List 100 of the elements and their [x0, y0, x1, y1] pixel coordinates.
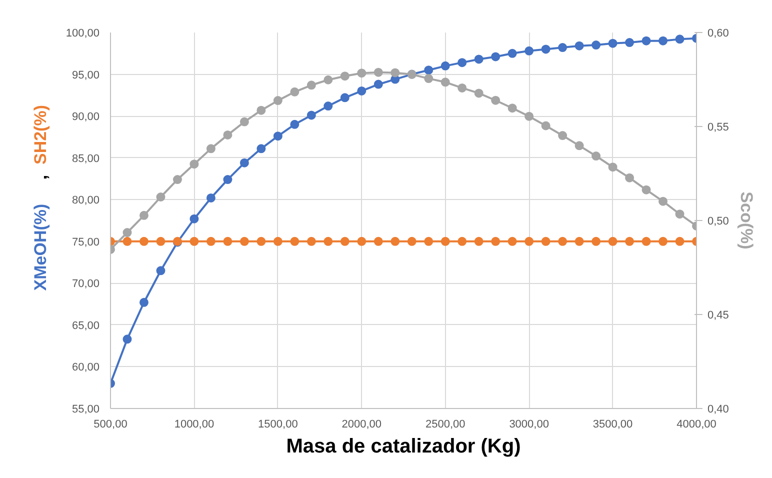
point: [223, 175, 232, 184]
point: [340, 72, 350, 81]
x-tick-label: 1000,00: [174, 418, 214, 430]
point: [675, 34, 684, 44]
point: [290, 120, 300, 129]
y2-tick-label: 0,45: [708, 310, 729, 322]
x-axis-title: Masa de catalizador (Kg): [286, 436, 521, 458]
point: [675, 210, 684, 219]
y-tick-label: 70,00: [72, 278, 100, 290]
point: [290, 236, 300, 246]
point: [592, 152, 601, 161]
point: [524, 46, 534, 56]
y2-axis-title: Sco(%): [736, 192, 756, 250]
point: [324, 102, 333, 111]
y-tick-label: 65,00: [72, 320, 100, 332]
point: [558, 236, 568, 246]
x-tick-label: 1500,00: [258, 418, 298, 430]
point: [541, 236, 550, 246]
point: [625, 236, 634, 246]
point: [625, 38, 634, 48]
y-tick-label: 75,00: [72, 236, 100, 248]
point: [340, 93, 350, 102]
point: [424, 236, 434, 246]
point: [592, 40, 601, 50]
point: [357, 236, 366, 246]
point: [491, 52, 500, 62]
point: [156, 266, 166, 276]
point: [306, 80, 316, 90]
point: [156, 236, 166, 246]
point: [574, 41, 584, 50]
point: [190, 214, 199, 224]
point: [223, 130, 232, 140]
point: [374, 236, 383, 246]
point: [524, 112, 534, 121]
point: [440, 236, 450, 246]
y2-tick-label: 0,40: [708, 404, 729, 416]
point: [424, 66, 434, 75]
point: [592, 236, 601, 246]
y-tick-label: 55,00: [72, 404, 100, 416]
point: [306, 236, 316, 246]
point: [458, 58, 467, 68]
point: [474, 54, 484, 64]
point: [256, 144, 266, 154]
y2-tick-label: 0,60: [708, 28, 729, 40]
point: [223, 236, 232, 246]
point: [558, 131, 568, 140]
x-tick-label: 500,00: [94, 418, 128, 430]
x-tick-label: 4000,00: [676, 418, 716, 430]
point: [675, 236, 684, 246]
point: [340, 236, 350, 246]
point: [458, 83, 467, 92]
point: [273, 236, 282, 246]
point: [206, 236, 216, 246]
x-tick-label: 2500,00: [425, 418, 466, 430]
point: [658, 36, 668, 46]
point: [122, 334, 132, 344]
x-tick-label: 3000,00: [509, 418, 549, 430]
point: [658, 236, 668, 246]
point: [139, 298, 148, 307]
y-tick-label: 60,00: [72, 362, 100, 374]
point: [156, 192, 166, 202]
point: [407, 236, 416, 246]
point: [608, 162, 618, 172]
y-tick-label: 85,00: [72, 152, 100, 165]
point: [324, 75, 333, 84]
point: [139, 210, 148, 220]
point: [474, 88, 484, 98]
point: [122, 236, 132, 246]
point: [541, 121, 550, 130]
point: [206, 144, 216, 154]
y-tick-label: 100,00: [66, 28, 100, 40]
point: [240, 236, 249, 246]
point: [273, 132, 282, 141]
point: [206, 193, 216, 202]
point: [474, 236, 484, 246]
point: [390, 236, 400, 246]
point: [240, 158, 249, 168]
point: [508, 236, 517, 246]
point: [424, 74, 434, 84]
point: [491, 236, 500, 246]
point: [508, 104, 517, 113]
point: [541, 44, 550, 54]
point: [440, 78, 450, 87]
y2-tick-label: 0,50: [708, 216, 729, 228]
y-tick-label: 80,00: [72, 194, 100, 207]
point: [374, 68, 383, 77]
point: [240, 117, 249, 126]
point: [524, 236, 534, 246]
point: [608, 38, 618, 48]
point: [324, 236, 333, 246]
point: [508, 48, 517, 58]
point: [574, 141, 584, 150]
point: [608, 236, 618, 246]
point: [190, 236, 199, 246]
point: [625, 173, 634, 182]
y2-tick-label: 0,55: [708, 122, 729, 134]
point: [357, 68, 366, 78]
point: [558, 43, 568, 52]
text: XMeOH(%) , SH2(%): [31, 105, 50, 291]
point: [642, 185, 651, 194]
